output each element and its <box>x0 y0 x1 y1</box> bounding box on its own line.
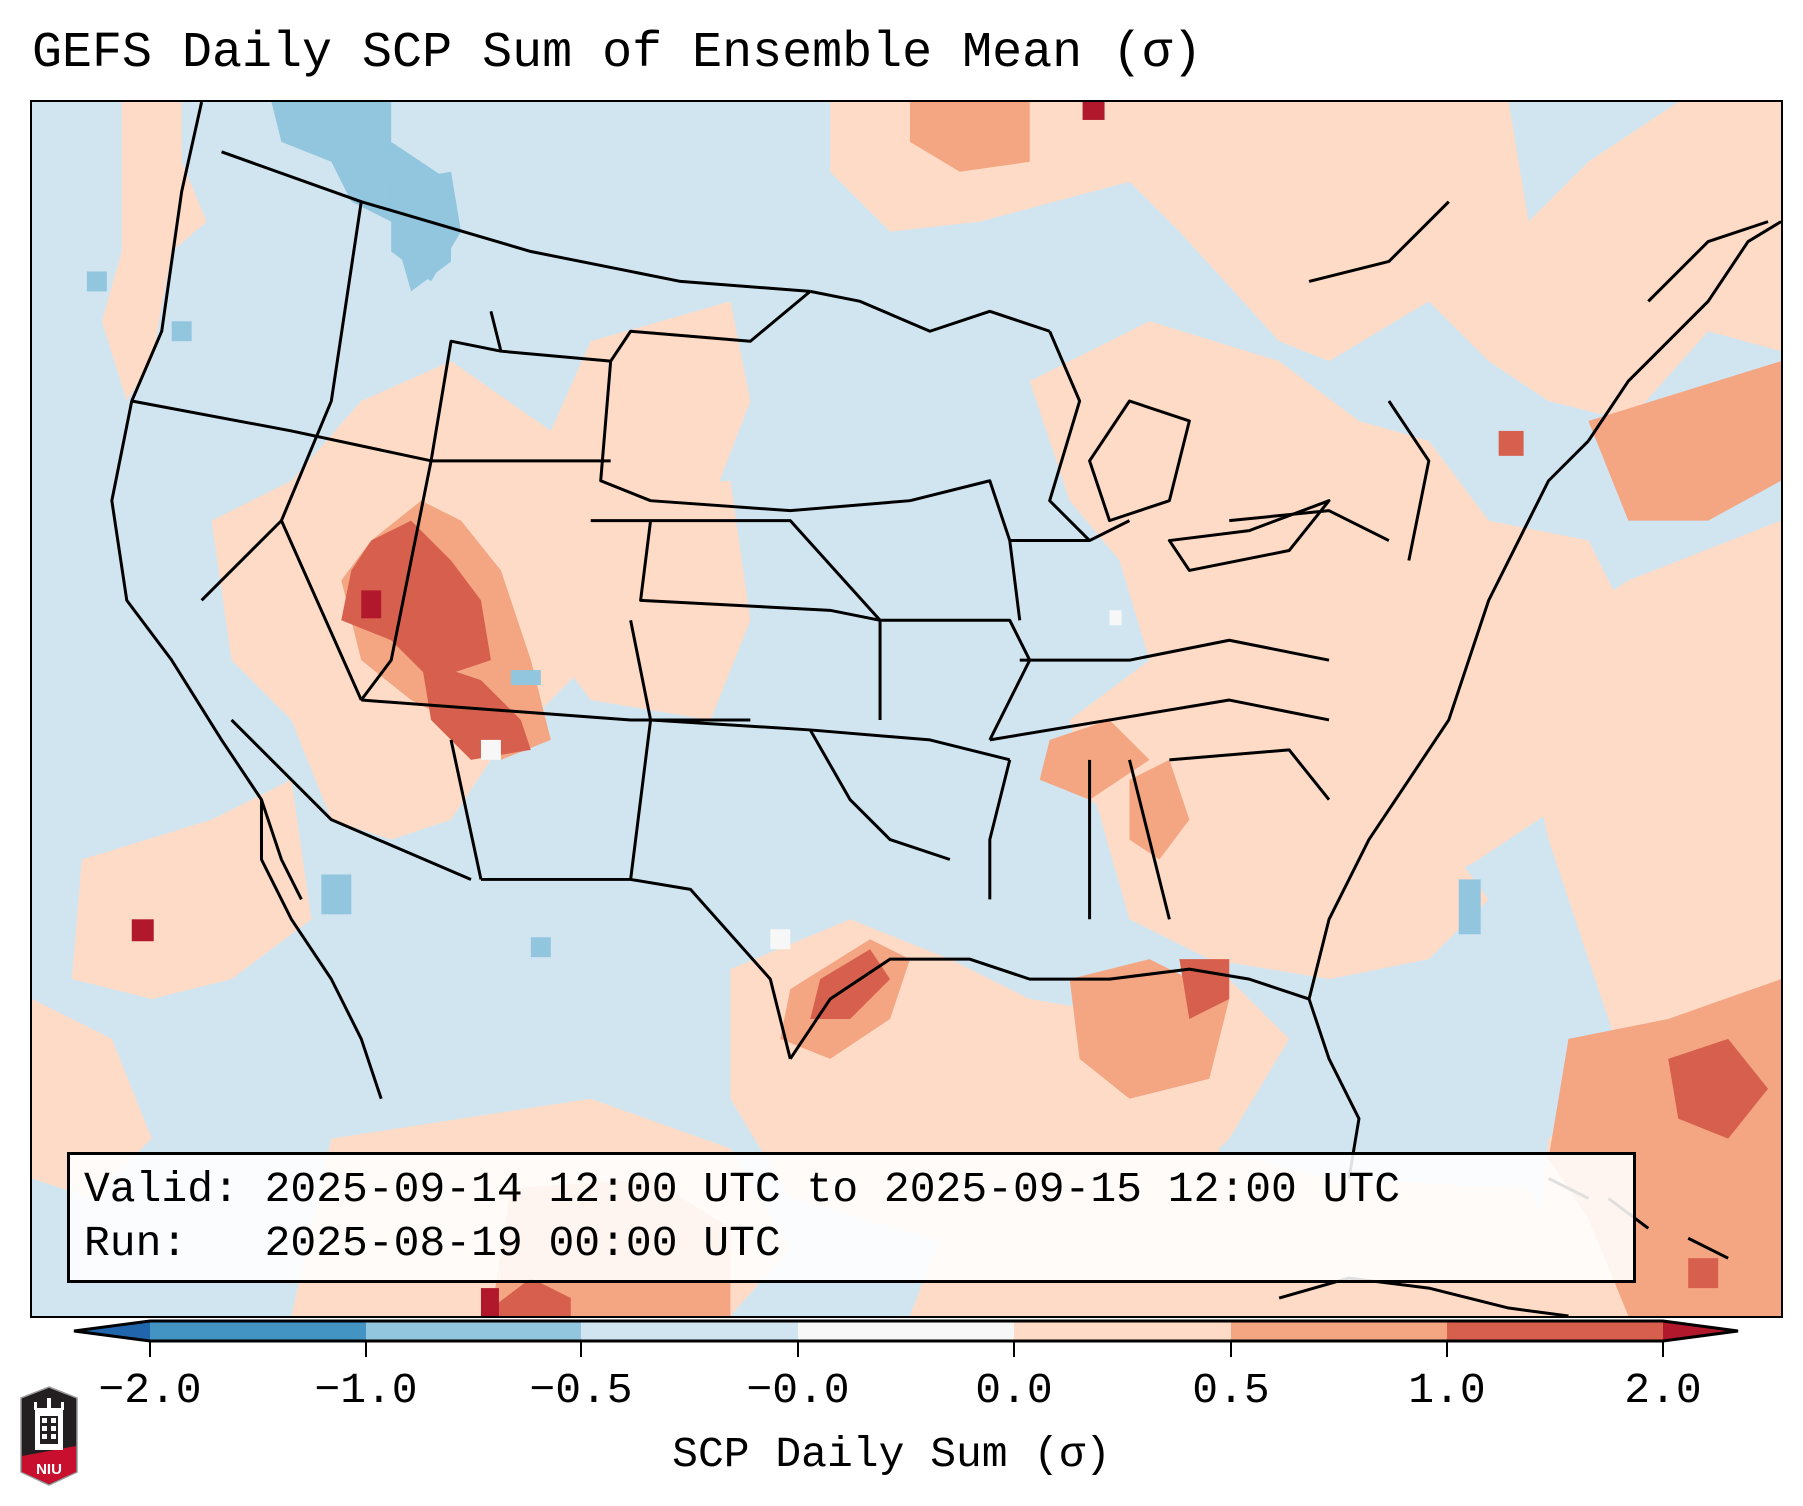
colorbar-bin <box>1014 1321 1231 1341</box>
boundary-line <box>1167 499 1331 572</box>
colorbar-bin <box>1231 1321 1447 1341</box>
colorbar-extend-low <box>74 1321 150 1341</box>
colorbar-tick-label: −0.0 <box>746 1366 850 1415</box>
boundary-line <box>1128 759 1171 920</box>
anomaly-field <box>32 102 1781 1316</box>
boundary-line <box>1307 998 1361 1179</box>
colorbar-bin <box>150 1321 366 1341</box>
boundary-line <box>1169 748 1331 801</box>
pos-baja-pacific <box>71 779 312 1000</box>
colorbar-bin <box>798 1321 1014 1341</box>
pos-pacific-nw <box>101 102 207 402</box>
colorbar-tick-label: 0.5 <box>1192 1366 1270 1415</box>
pos-southeast <box>1089 739 1489 980</box>
chart-title: GEFS Daily SCP Sum of Ensemble Mean (σ) <box>32 25 1203 82</box>
anomaly-cell <box>510 670 541 686</box>
boundary-line <box>988 759 1012 900</box>
anomaly-cell <box>1688 1258 1719 1289</box>
colorbar-tick-label: −0.5 <box>529 1366 633 1415</box>
boundary-line <box>361 698 751 722</box>
anomaly-cell <box>321 874 352 915</box>
boundary-line <box>1019 638 1330 662</box>
colorbar-tick-label: 0.0 <box>975 1366 1053 1415</box>
colorbar-bin <box>581 1321 798 1341</box>
pos2-mexico <box>480 1278 571 1316</box>
colorbar-tick-label: −2.0 <box>98 1366 202 1415</box>
colorbar <box>73 1319 1739 1357</box>
anomaly-cell <box>1498 430 1524 456</box>
pos2-caribbean <box>1668 1038 1769 1139</box>
boundary-line <box>590 519 882 720</box>
pos2-utah-nevada <box>341 520 491 681</box>
boundary-line <box>1278 1276 1569 1316</box>
cell-extreme-mexico <box>480 1288 499 1316</box>
neg-idaho <box>391 171 462 282</box>
pos1-new-england-atl <box>1588 361 1781 521</box>
cell-extreme-pacific <box>131 919 154 942</box>
map-canvas <box>32 102 1781 1316</box>
colorbar-tick-label: 2.0 <box>1624 1366 1702 1415</box>
colorbar-bin <box>1447 1321 1663 1341</box>
boundary-line <box>110 102 303 901</box>
boundary-line <box>221 150 811 293</box>
boundary-line <box>1308 200 1450 283</box>
boundary-line <box>639 520 881 622</box>
valid-time-text: Valid: 2025-09-14 12:00 UTC to 2025-09-1… <box>84 1165 1401 1214</box>
cell-extreme-nevada <box>361 590 382 619</box>
boundary-line <box>808 729 951 861</box>
boundary-line <box>360 460 433 701</box>
anomaly-cell <box>171 321 192 342</box>
colorbar-extend-high <box>1663 1321 1738 1341</box>
anomaly-cell <box>770 929 791 950</box>
boundary-line <box>1687 1236 1729 1260</box>
boundary-line <box>131 399 611 463</box>
boundary-line <box>789 957 1310 1060</box>
boundary-line <box>1647 220 1769 303</box>
colorbar-label-text: SCP Daily Sum (σ) <box>672 1430 1111 1479</box>
pos-east <box>1029 321 1649 900</box>
boundary-line <box>489 290 812 363</box>
boundary-line <box>1587 220 1781 442</box>
valid-run-box: Valid: 2025-09-14 12:00 UTC to 2025-09-1… <box>67 1152 1636 1283</box>
boundary-line <box>650 718 1011 762</box>
boundary-line <box>1088 399 1191 523</box>
anomaly-cell <box>1109 610 1122 626</box>
colorbar-tick-label: −1.0 <box>314 1366 418 1415</box>
anomaly-cell <box>530 937 551 958</box>
boundary-line <box>480 619 653 881</box>
cell-extreme-ontario <box>1082 102 1105 120</box>
boundary-line <box>429 339 502 462</box>
anomaly-cell <box>480 739 501 760</box>
anomaly-cell <box>86 271 107 292</box>
pos1-ontario <box>909 102 1030 172</box>
boundary-line <box>449 739 483 880</box>
map-panel <box>30 100 1783 1318</box>
boundary-line <box>989 698 1330 742</box>
niu-logo-text: NIU <box>36 1461 62 1478</box>
boundary-line <box>809 289 1051 333</box>
boundary-line <box>880 618 1032 741</box>
pos1-tennessee <box>1039 719 1150 800</box>
colorbar-bin <box>366 1321 581 1341</box>
colorbar-tick-label: 1.0 <box>1408 1366 1486 1415</box>
boundary-line <box>909 479 1022 621</box>
boundary-line <box>200 519 363 701</box>
pos-sw-pacific <box>32 999 152 1199</box>
boundary-line <box>630 877 792 1060</box>
pos-canada-east <box>830 102 1781 421</box>
boundaries <box>110 102 1781 1316</box>
boundary-line <box>230 718 472 881</box>
boundary-line <box>1307 439 1590 1000</box>
run-time-text: Run: 2025-08-19 00:00 UTC <box>84 1219 781 1268</box>
boundary-line <box>1387 400 1431 561</box>
boundary-line <box>599 361 911 513</box>
pos1-georgia <box>1129 759 1190 860</box>
colorbar-label: SCP Daily Sum (σ) <box>0 1430 1803 1479</box>
niu-logo: NIU <box>20 1386 78 1486</box>
boundary-line <box>259 799 383 1100</box>
boundary-line <box>1229 509 1390 542</box>
anomaly-cell <box>1458 879 1481 935</box>
boundary-line <box>1048 330 1091 542</box>
boundary-line <box>280 201 363 522</box>
